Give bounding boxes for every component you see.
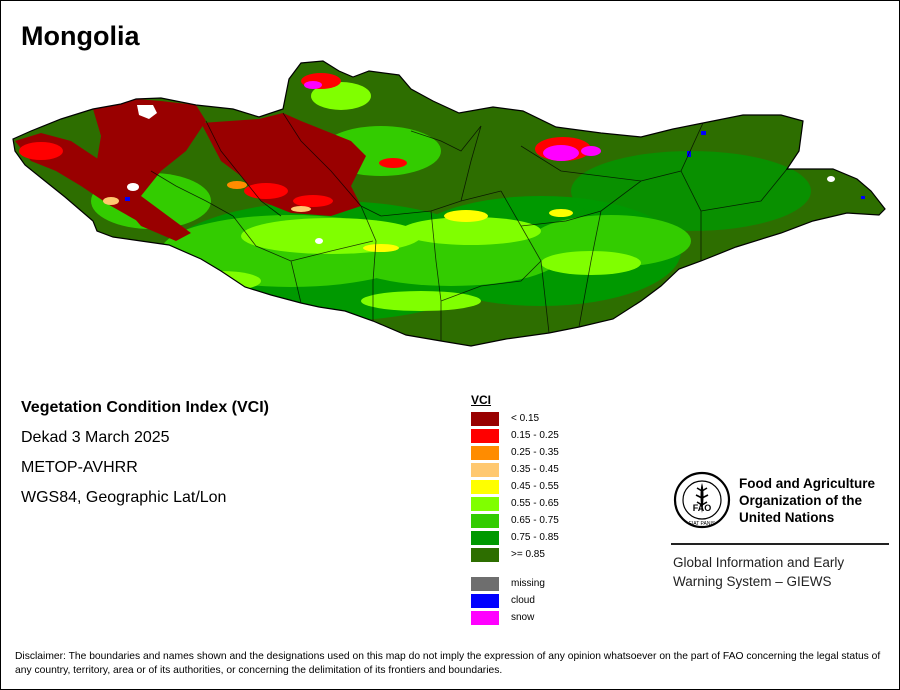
legend-label: >= 0.85	[511, 549, 545, 560]
vci-map	[12, 60, 886, 347]
map-title: Mongolia	[21, 21, 140, 51]
legend-label: 0.25 - 0.35	[511, 447, 559, 458]
fao-logo-icon: FAO FIAT PANIS	[673, 471, 731, 529]
legend-item: 0.45 - 0.55	[471, 478, 559, 495]
sensor-label: METOP-AVHRR	[21, 459, 138, 476]
svg-text:FIAT PANIS: FIAT PANIS	[689, 521, 716, 527]
giews-line: Global Information and Early	[673, 555, 845, 570]
legend-item: 0.75 - 0.85	[471, 529, 559, 546]
map-info-block: Vegetation Condition Index (VCI) Dekad 3…	[21, 397, 269, 517]
legend-swatch	[471, 496, 499, 511]
fao-name-line: Organization of the	[739, 493, 862, 508]
legend-swatch	[471, 445, 499, 460]
legend-label: cloud	[511, 595, 535, 606]
giews-label: Global Information and Early Warning Sys…	[673, 553, 889, 591]
legend-item: snow	[471, 609, 559, 626]
legend-swatch	[471, 593, 499, 608]
legend-label: snow	[511, 612, 535, 623]
fao-name-line: Food and Agriculture	[739, 476, 875, 491]
legend-item: missing	[471, 575, 559, 592]
legend-label: 0.65 - 0.75	[511, 515, 559, 526]
province-boundaries	[150, 112, 788, 341]
legend-other: missing cloud snow	[471, 575, 559, 626]
legend-label: 0.75 - 0.85	[511, 532, 559, 543]
legend-swatch	[471, 411, 499, 426]
legend-swatch	[471, 547, 499, 562]
legend-item: >= 0.85	[471, 546, 559, 563]
vci-legend: VCI < 0.15 0.15 - 0.25 0.25 - 0.35 0.35 - 0…	[471, 393, 559, 626]
country-border	[12, 60, 886, 347]
legend-label: 0.45 - 0.55	[511, 481, 559, 492]
legend-label: < 0.15	[511, 413, 540, 424]
legend-label: 0.15 - 0.25	[511, 430, 559, 441]
fao-name: Food and Agriculture Organization of the…	[739, 475, 875, 526]
legend-swatch	[471, 479, 499, 494]
legend-item: 0.35 - 0.45	[471, 461, 559, 478]
period-label: Dekad 3 March 2025	[21, 429, 170, 446]
disclaimer-text: Disclaimer: The boundaries and names sho…	[15, 651, 881, 676]
legend-label: 0.35 - 0.45	[511, 464, 559, 475]
legend-item: 0.15 - 0.25	[471, 427, 559, 444]
divider	[671, 543, 889, 545]
legend-swatch	[471, 428, 499, 443]
legend-title: VCI	[471, 393, 492, 407]
legend-item: 0.55 - 0.65	[471, 495, 559, 512]
legend-item: 0.25 - 0.35	[471, 444, 559, 461]
projection-label: WGS84, Geographic Lat/Lon	[21, 489, 227, 506]
legend-classes: < 0.15 0.15 - 0.25 0.25 - 0.35 0.35 - 0.45 0…	[471, 410, 559, 563]
svg-text:FAO: FAO	[693, 503, 712, 513]
legend-item: < 0.15	[471, 410, 559, 427]
legend-swatch	[471, 610, 499, 625]
legend-swatch	[471, 513, 499, 528]
legend-item: cloud	[471, 592, 559, 609]
product-name: Vegetation Condition Index (VCI)	[21, 399, 269, 416]
legend-label: 0.55 - 0.65	[511, 498, 559, 509]
legend-swatch	[471, 576, 499, 591]
fao-name-line: United Nations	[739, 510, 835, 525]
legend-item: 0.65 - 0.75	[471, 512, 559, 529]
legend-label: missing	[511, 578, 545, 589]
giews-line: Warning System – GIEWS	[673, 574, 832, 589]
legend-swatch	[471, 462, 499, 477]
legend-swatch	[471, 530, 499, 545]
fao-block: FAO FIAT PANIS Food and Agriculture Orga…	[671, 471, 889, 591]
